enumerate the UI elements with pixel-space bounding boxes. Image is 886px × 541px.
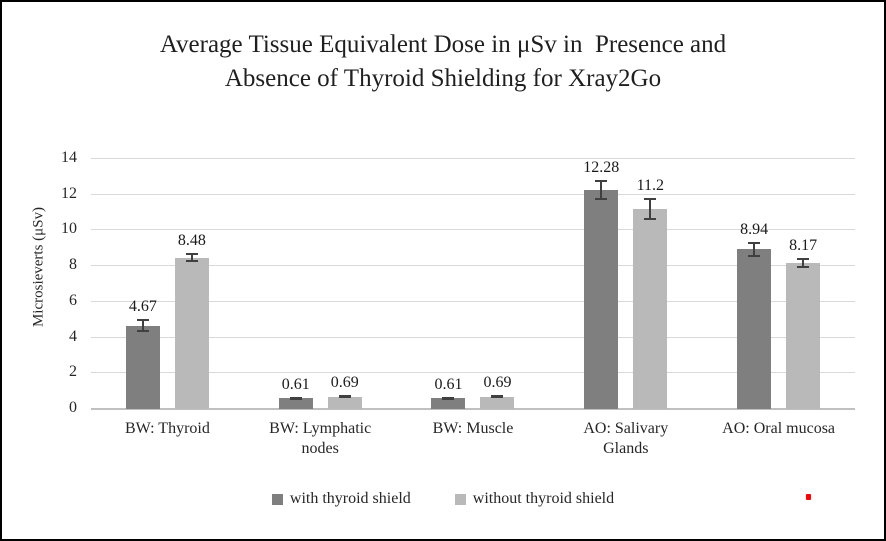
value-label: 12.28 <box>583 158 620 176</box>
error-bar <box>289 396 302 400</box>
legend: with thyroid shield without thyroid shie… <box>2 490 884 508</box>
bar-group: 0.61 0.69 <box>244 159 397 409</box>
bar-group: 0.61 0.69 <box>397 159 550 409</box>
category-label: BW: Muscle <box>432 420 514 437</box>
error-bar-cap-top <box>644 198 657 201</box>
error-bar <box>644 198 657 220</box>
bar-group: 8.94 8.17 <box>702 159 855 409</box>
error-bar-line <box>753 242 756 257</box>
error-bar-cap-bottom <box>595 197 608 200</box>
error-bar <box>491 395 504 398</box>
value-label: 4.67 <box>128 298 157 316</box>
error-bar-cap-bottom <box>491 395 504 398</box>
error-bar <box>442 396 455 400</box>
value-label: 8.17 <box>789 236 818 254</box>
legend-item-without-shield: without thyroid shield <box>454 490 615 508</box>
bar-with-shield: 12.28 <box>583 159 619 409</box>
error-bar <box>185 253 198 263</box>
plot-area: 4.67 8.48 0.61 0.69 0.61 0.69 12.28 11.2 8.94 8.1… <box>91 158 855 410</box>
value-label: 0.61 <box>434 375 463 393</box>
y-tick-label: 4 <box>69 327 77 345</box>
category-label: BW: Lymphatic nodes <box>269 420 372 457</box>
y-tick-label: 2 <box>69 363 77 381</box>
error-bar-line <box>649 198 652 220</box>
bar-with-shield: 8.94 <box>737 221 772 409</box>
category-label: BW: Thyroid <box>124 420 210 437</box>
error-bar-cap-bottom <box>442 397 455 400</box>
bar-without-shield: 8.48 <box>174 232 209 409</box>
y-tick-label: 14 <box>61 149 77 166</box>
value-label: 8.94 <box>740 221 769 239</box>
error-bar-cap-bottom <box>748 254 761 257</box>
bar-with-shield: 0.61 <box>278 376 313 409</box>
legend-item-with-shield: with thyroid shield <box>271 490 411 508</box>
bar-group: 12.28 11.2 <box>549 159 702 409</box>
legend-label: without thyroid shield <box>472 490 615 507</box>
error-bar-cap-bottom <box>797 266 810 269</box>
value-label: 0.61 <box>281 375 310 393</box>
legend-swatch-with-shield <box>271 493 283 505</box>
error-bar <box>797 257 810 269</box>
error-bar <box>136 319 149 332</box>
chart-title: Average Tissue Equivalent Dose in μSv in… <box>159 31 727 92</box>
value-label: 11.2 <box>636 177 664 195</box>
error-bar-line <box>802 257 805 269</box>
value-label: 8.48 <box>177 232 206 250</box>
y-tick-label: 8 <box>69 256 77 274</box>
gridline <box>91 158 855 159</box>
value-label: 0.69 <box>330 374 359 392</box>
error-bar-cap-top <box>748 242 761 245</box>
error-bar <box>595 179 608 200</box>
error-bar-cap-top <box>185 253 198 256</box>
error-bar <box>748 242 761 257</box>
category-label: AO: Salivary Glands <box>583 420 669 457</box>
y-tick-label: 10 <box>61 220 77 238</box>
red-artifact-mark <box>806 494 811 500</box>
bar-with-shield: 0.61 <box>431 376 466 409</box>
error-bar-line <box>190 253 193 263</box>
y-tick-label: 6 <box>69 291 77 309</box>
error-bar-cap-bottom <box>289 397 302 400</box>
gridline <box>91 372 855 374</box>
y-tick-label: 0 <box>69 399 77 416</box>
bar-without-shield: 11.2 <box>633 177 668 409</box>
error-bar-cap-bottom <box>644 217 657 220</box>
legend-label: with thyroid shield <box>289 490 411 507</box>
bar-with-shield: 4.67 <box>125 298 160 409</box>
gridline <box>91 300 855 302</box>
error-bar-cap-top <box>136 319 149 322</box>
bar-without-shield: 8.17 <box>786 237 821 409</box>
error-bar-line <box>600 179 603 200</box>
gridline <box>91 336 855 338</box>
error-bar-cap-bottom <box>185 260 198 263</box>
bar-without-shield: 0.69 <box>480 374 515 409</box>
error-bar-cap-bottom <box>338 395 351 398</box>
error-bar-cap-top <box>595 179 608 182</box>
error-bar-cap-bottom <box>136 329 149 332</box>
value-label: 0.69 <box>483 374 512 392</box>
category-label: AO: Oral mucosa <box>722 420 836 437</box>
y-tick-label: 12 <box>61 184 77 202</box>
x-axis-labels: BW: Thyroid BW: Lymphatic nodes BW: Muscle… <box>91 419 855 459</box>
bar-without-shield: 0.69 <box>327 374 362 409</box>
x-axis-line <box>91 408 855 410</box>
gridline <box>91 193 855 195</box>
gridline <box>91 229 855 231</box>
error-bar-cap-top <box>797 257 810 260</box>
gridline <box>91 265 855 267</box>
bar-group: 4.67 8.48 <box>91 159 244 409</box>
error-bar <box>338 395 351 398</box>
error-bar-line <box>141 319 144 332</box>
legend-swatch-without-shield <box>454 493 466 505</box>
